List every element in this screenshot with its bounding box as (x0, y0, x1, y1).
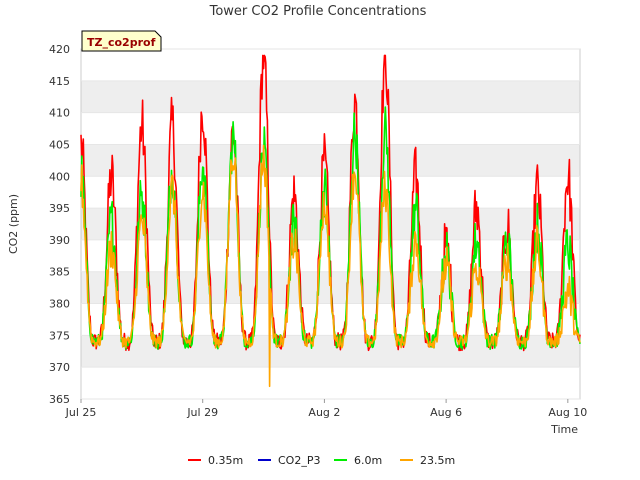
x-tick-label: Aug 6 (430, 406, 462, 419)
legend-label: 6.0m (354, 454, 382, 467)
y-tick-label: 380 (49, 298, 70, 311)
chart-title: Tower CO2 Profile Concentrations (209, 4, 427, 19)
y-tick-label: 420 (49, 43, 70, 56)
x-tick-label: Aug 2 (308, 406, 340, 419)
y-tick-label: 395 (49, 202, 70, 215)
y-tick-label: 365 (49, 393, 70, 406)
y-tick-label: 400 (49, 170, 70, 183)
y-tick-label: 415 (49, 75, 70, 88)
x-tick-label: Jul 25 (65, 406, 97, 419)
series-line-23-5m (80, 144, 581, 388)
y-tick-label: 370 (49, 361, 70, 374)
legend-label: 23.5m (420, 454, 455, 467)
background-band (81, 80, 580, 113)
y-axis-ticks: 365 370 375 380 385 390 395 400 405 410 415 420 (49, 43, 70, 406)
site-badge-label: TZ_co2prof (87, 36, 156, 49)
background-band (81, 208, 580, 240)
y-tick-label: 385 (49, 266, 70, 279)
x-tick-label: Jul 29 (186, 406, 218, 419)
legend-label: CO2_P3 (278, 454, 320, 467)
y-axis-title: CO2 (ppm) (7, 194, 20, 254)
site-badge: TZ_co2prof (81, 30, 162, 52)
y-tick-label: 375 (49, 329, 70, 342)
x-axis-ticks: Jul 25 Jul 29 Aug 2 Aug 6 Aug 10 (65, 399, 587, 419)
x-axis-title: Time (550, 423, 578, 436)
y-tick-label: 390 (49, 234, 70, 247)
legend-label: 0.35m (208, 454, 243, 467)
y-tick-label: 410 (49, 107, 70, 120)
y-tick-label: 405 (49, 138, 70, 151)
background-band (81, 144, 580, 177)
plot-background-bands (81, 80, 580, 368)
x-tick-label: Aug 10 (548, 406, 587, 419)
data-series (80, 54, 581, 388)
legend: 0.35m CO2_P3 6.0m 23.5m (188, 454, 455, 467)
